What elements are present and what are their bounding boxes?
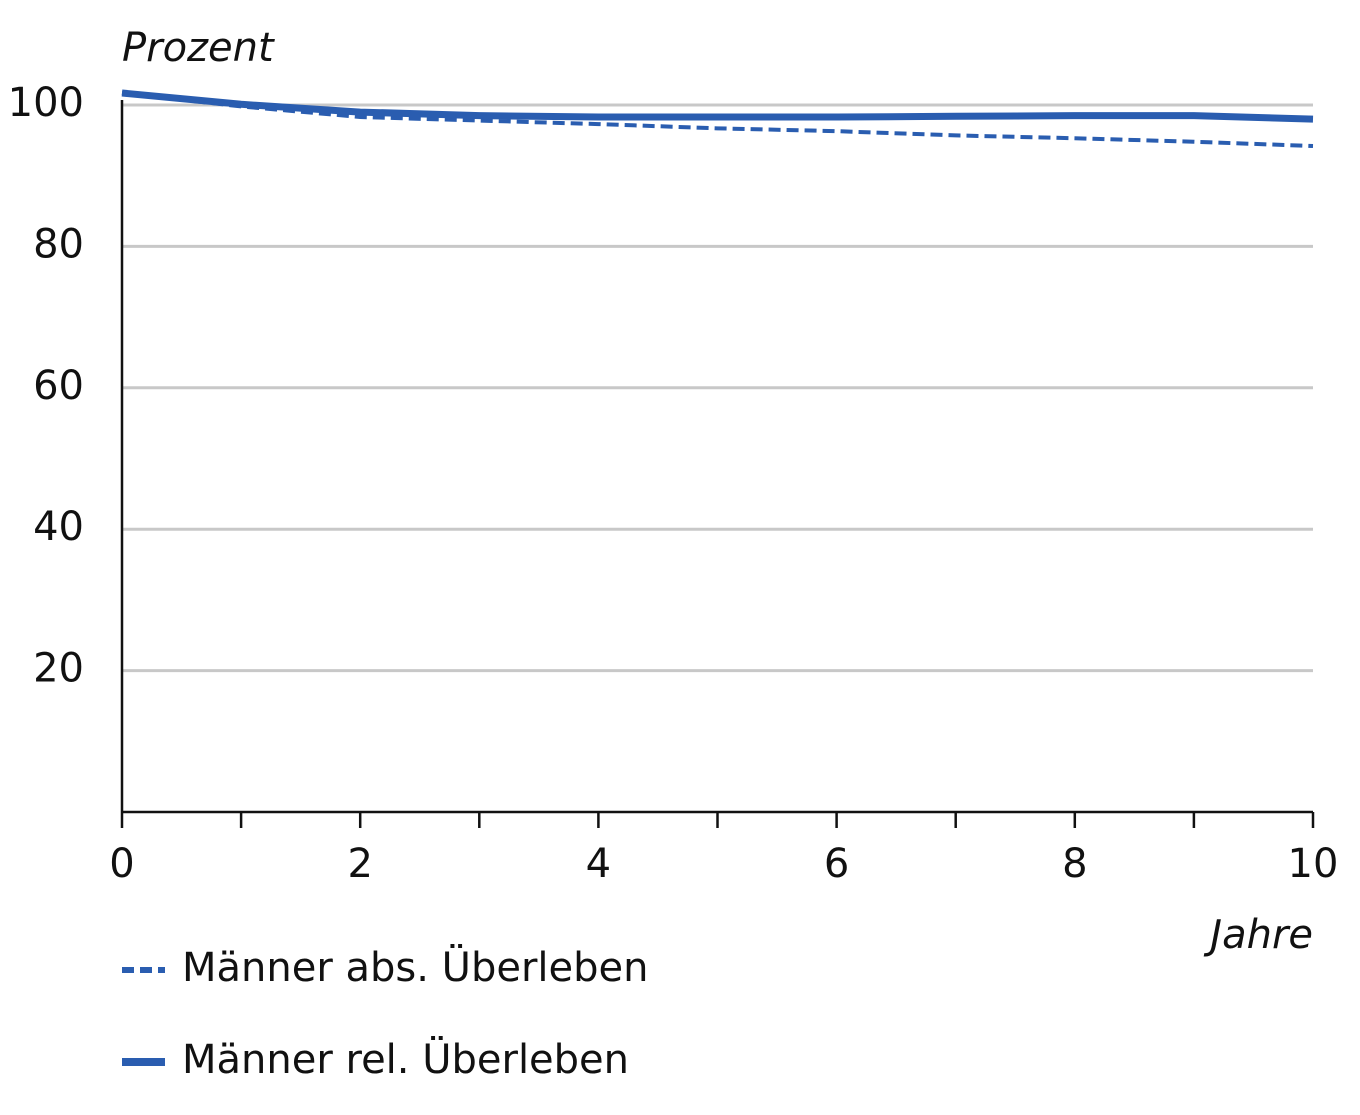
y-tick-label: 100 bbox=[8, 80, 84, 126]
series-line bbox=[121, 90, 1314, 149]
x-axis-label: Jahre bbox=[1203, 912, 1313, 958]
x-tick-label: 10 bbox=[1288, 841, 1339, 887]
y-tick-label: 20 bbox=[33, 646, 84, 692]
x-tick-label: 0 bbox=[109, 841, 134, 887]
y-tick-label: 80 bbox=[33, 221, 84, 267]
x-tick-label: 6 bbox=[824, 841, 849, 887]
y-tick-label: 60 bbox=[33, 363, 84, 409]
y-tick-label: 40 bbox=[33, 504, 84, 550]
x-tick-label: 4 bbox=[586, 841, 611, 887]
legend-label: Männer rel. Überleben bbox=[182, 1035, 629, 1083]
x-tick-label: 8 bbox=[1062, 841, 1087, 887]
series-line bbox=[121, 89, 1314, 123]
x-tick-label: 2 bbox=[347, 841, 372, 887]
legend-label: Männer abs. Überleben bbox=[182, 943, 648, 991]
y-axis-label: Prozent bbox=[122, 25, 275, 71]
